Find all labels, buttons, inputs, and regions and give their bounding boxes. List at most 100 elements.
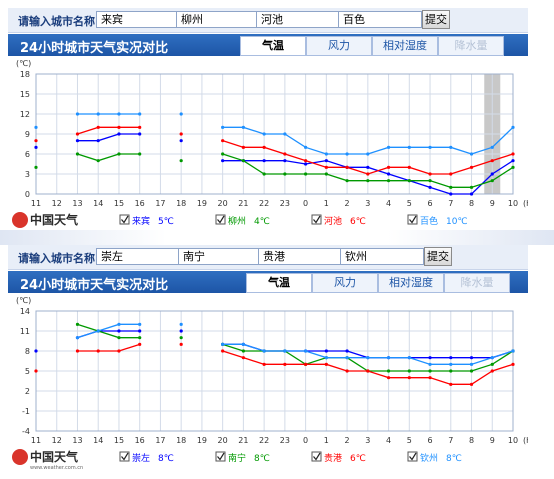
- series-line-3: [222, 140, 514, 175]
- x-tick-label: 16: [135, 436, 145, 445]
- x-tick-label: 20: [218, 199, 228, 208]
- legend-city-1: 来宾: [132, 215, 150, 227]
- tab-temperature[interactable]: 气温: [240, 36, 306, 56]
- x-tick-label: 19: [197, 436, 207, 445]
- tab-precipitation[interactable]: 降水量: [444, 273, 510, 293]
- logo-text: 中国天气: [30, 449, 78, 464]
- check-icon: [121, 452, 129, 461]
- x-tick-label: 14: [93, 199, 103, 208]
- legend-city-4: 百色: [420, 215, 438, 227]
- series-point-4: [221, 125, 225, 129]
- series-point-1: [179, 329, 183, 333]
- y-tick-label: 3: [25, 170, 30, 179]
- x-tick-label: 19: [197, 199, 207, 208]
- legend-temp-2: 8℃: [254, 454, 270, 464]
- x-tick-label: 23: [280, 436, 290, 445]
- x-tick-label: 11: [31, 436, 41, 445]
- tab-temperature[interactable]: 气温: [246, 273, 312, 293]
- tab-wind[interactable]: 风力: [306, 36, 372, 56]
- x-tick-label: 21: [238, 436, 248, 445]
- x-tick-label: 2: [345, 199, 350, 208]
- submit-button[interactable]: 提交: [422, 10, 450, 29]
- series-point-2: [179, 336, 183, 340]
- city-field-2[interactable]: 柳州: [176, 11, 260, 28]
- legend-checkbox: [119, 214, 130, 225]
- legend-city-3: 贵港: [324, 452, 342, 464]
- series-point-3: [179, 132, 183, 136]
- series-point-4: [179, 112, 183, 116]
- check-icon: [313, 452, 321, 461]
- legend-checkbox: [407, 214, 418, 225]
- city-field-3[interactable]: 河池: [256, 11, 340, 28]
- legend-temp-1: 8℃: [158, 454, 174, 464]
- y-tick-label: 18: [20, 70, 30, 79]
- x-tick-label: 5: [407, 199, 412, 208]
- x-tick-label: 2: [345, 436, 350, 445]
- check-icon: [217, 215, 225, 224]
- x-tick-label: 14: [93, 436, 103, 445]
- y-tick-label: 9: [25, 130, 30, 139]
- series-line-2: [222, 153, 514, 188]
- legend-temp-3: 6℃: [350, 454, 366, 464]
- check-icon: [217, 452, 225, 461]
- y-tick-label: -1: [22, 407, 30, 416]
- city-field-1[interactable]: 来宾: [96, 11, 180, 28]
- weather-logo-icon: [12, 449, 28, 465]
- x-tick-label: 22: [259, 199, 269, 208]
- city-field-2[interactable]: 南宁: [178, 248, 262, 265]
- check-icon: [409, 452, 417, 461]
- city-field-1[interactable]: 崇左: [96, 248, 180, 265]
- series-point-4: [179, 322, 183, 326]
- series-line-1: [77, 133, 140, 142]
- series-line-4: [222, 343, 514, 365]
- series-line-4: [222, 126, 514, 155]
- y-tick-label: -4: [22, 427, 30, 436]
- weather-compare-panel-2: 请输入城市名称 崇左 南宁 贵港 钦州 提交 24小时城市天气实况对比 气温 风…: [8, 245, 534, 471]
- x-tick-label: 13: [72, 436, 82, 445]
- x-tick-label: 15: [114, 436, 124, 445]
- series-point-3: [34, 139, 38, 143]
- chart-header-bar: 24小时城市天气实况对比 气温 风力 相对湿度 降水量: [8, 34, 528, 56]
- legend-city-1: 崇左: [132, 452, 150, 464]
- series-point-1: [34, 145, 38, 149]
- tab-precipitation[interactable]: 降水量: [438, 36, 504, 56]
- legend-temp-3: 6℃: [350, 217, 366, 227]
- tab-humidity[interactable]: 相对湿度: [378, 273, 444, 293]
- x-tick-label: 9: [490, 436, 495, 445]
- city-field-3[interactable]: 贵港: [258, 248, 342, 265]
- legend-checkbox: [215, 214, 226, 225]
- x-axis-unit: (h): [523, 199, 528, 208]
- series-point-2: [34, 165, 38, 169]
- x-tick-label: 16: [135, 199, 145, 208]
- legend-city-2: 南宁: [228, 452, 246, 464]
- tab-humidity[interactable]: 相对湿度: [372, 36, 438, 56]
- x-tick-label: 10: [508, 436, 518, 445]
- x-tick-label: 1: [324, 436, 329, 445]
- legend-temp-4: 10℃: [446, 217, 468, 227]
- tab-wind[interactable]: 风力: [312, 273, 378, 293]
- legend-checkbox: [215, 451, 226, 462]
- x-tick-label: 8: [469, 199, 474, 208]
- x-tick-label: 0: [303, 436, 308, 445]
- series-point-1: [221, 159, 225, 163]
- x-tick-label: 0: [303, 199, 308, 208]
- x-tick-label: 7: [448, 199, 453, 208]
- weather-logo-icon: [12, 212, 28, 228]
- series-point-3: [179, 342, 183, 346]
- x-tick-label: 17: [155, 199, 165, 208]
- submit-button[interactable]: 提交: [424, 247, 452, 266]
- temperature-chart-area: 0 3 6 9 12 15 18 11 12 13 14 15 16 17 18 19 20 21 22 23 0 1 2 3…: [8, 58, 534, 234]
- x-tick-label: 15: [114, 199, 124, 208]
- x-tick-label: 4: [386, 436, 391, 445]
- x-tick-label: 3: [365, 199, 370, 208]
- series-line-2: [77, 153, 140, 162]
- series-line-2: [77, 323, 140, 339]
- series-point-1: [179, 139, 183, 143]
- x-tick-label: 18: [176, 436, 186, 445]
- series-point-4: [221, 342, 225, 346]
- legend-checkbox: [311, 214, 322, 225]
- city-field-4[interactable]: 钦州: [340, 248, 424, 265]
- city-field-4[interactable]: 百色: [338, 11, 422, 28]
- series-line-1: [222, 160, 514, 195]
- x-tick-label: 3: [365, 436, 370, 445]
